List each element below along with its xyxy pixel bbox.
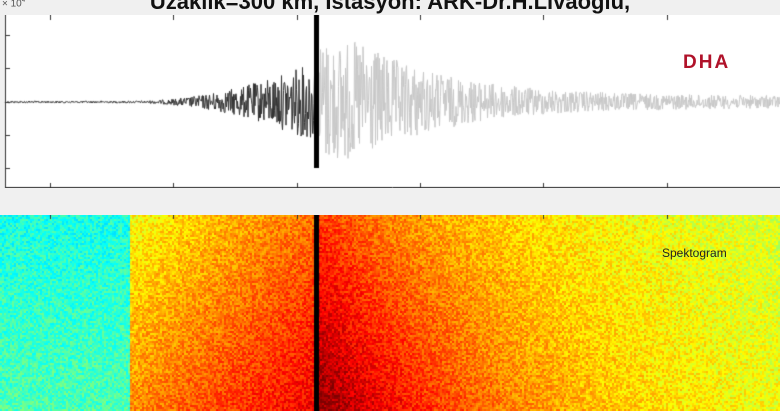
- seismogram-plot: [0, 15, 780, 188]
- spectrogram-label: Spektogram: [662, 246, 727, 260]
- y-exponent-label: × 104: [2, 0, 26, 10]
- spectrogram-plot: [0, 215, 780, 411]
- chart-title: Uzaklık=300 km, İstasyon: ARK-Dr.H.Livao…: [149, 0, 631, 14]
- dha-logo: DHA: [683, 52, 731, 73]
